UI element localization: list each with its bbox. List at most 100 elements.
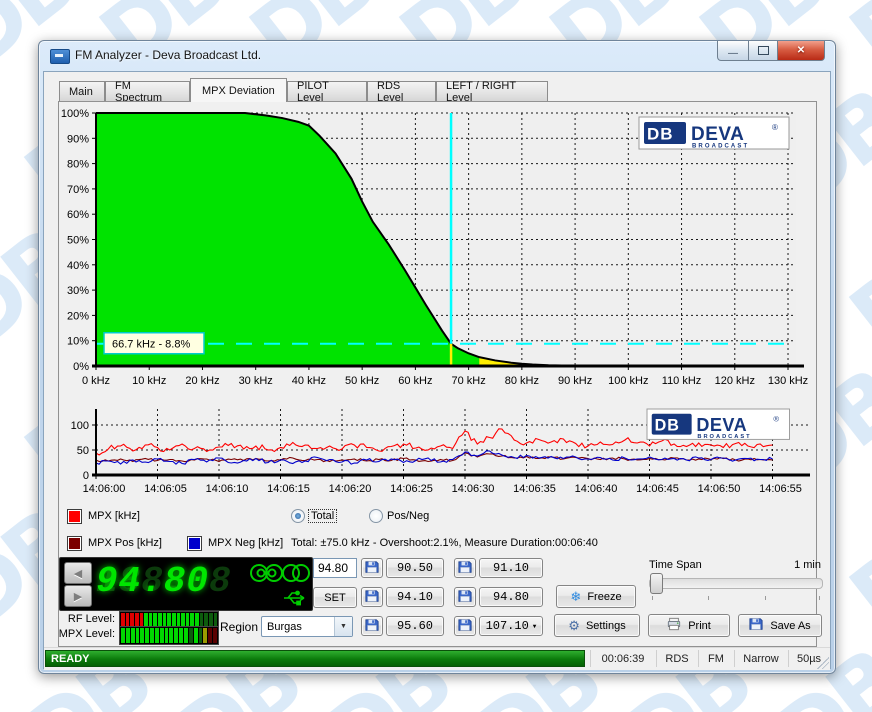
time-span-slider[interactable] xyxy=(649,578,823,589)
legend-swatch-mpx xyxy=(67,509,82,524)
status-bar: READY 00:06:39 RDS FM Narrow 50µs xyxy=(44,647,830,670)
svg-text:120 kHz: 120 kHz xyxy=(715,375,755,387)
level-segment xyxy=(121,613,125,628)
dropdown-arrow-icon[interactable]: ▼ xyxy=(334,617,352,636)
svg-text:®: ® xyxy=(772,123,778,132)
svg-text:60 kHz: 60 kHz xyxy=(398,375,432,387)
svg-text:®: ® xyxy=(773,414,779,423)
svg-text:14:06:50: 14:06:50 xyxy=(698,483,741,495)
rf-level-label: RF Level: xyxy=(67,613,115,625)
legend-swatch-mpx-pos xyxy=(67,536,82,551)
set-button[interactable]: SET xyxy=(313,587,357,608)
frequency-value: 94.80 xyxy=(96,561,210,602)
settings-button[interactable]: ⚙ Settings xyxy=(554,614,640,637)
print-button[interactable]: Print xyxy=(648,614,730,637)
level-segment xyxy=(171,613,176,628)
floppy-icon xyxy=(749,617,763,634)
resize-grip[interactable] xyxy=(817,657,829,669)
mpx-deviation-chart[interactable]: 0 kHz 10 kHz 20 kHz 30 kHz 40 kHz 50 kHz 60 kH… xyxy=(59,103,815,399)
svg-text:70 kHz: 70 kHz xyxy=(451,375,485,387)
level-segment xyxy=(199,613,204,628)
svg-text:DB: DB xyxy=(655,416,680,434)
tab-pilot-level[interactable]: PILOT Level xyxy=(287,80,367,104)
preset-5-button[interactable]: 95.60 xyxy=(386,616,444,636)
level-segment xyxy=(198,628,203,643)
radio-total-dot[interactable] xyxy=(291,509,305,523)
svg-text:14:06:55: 14:06:55 xyxy=(759,483,802,495)
tune-down-button[interactable]: ◀ xyxy=(64,562,92,584)
level-segment xyxy=(195,613,199,628)
level-segment xyxy=(144,613,148,628)
level-segment xyxy=(140,628,145,643)
tab-fm-spectrum[interactable]: FM Spectrum xyxy=(105,80,190,104)
tune-up-button[interactable]: ▶ xyxy=(64,585,92,607)
radio-total[interactable]: Total xyxy=(291,509,338,523)
maximize-button[interactable] xyxy=(749,41,778,61)
region-dropdown[interactable]: Burgas ▼ xyxy=(261,616,353,637)
save-preset-3-button[interactable] xyxy=(361,587,383,607)
tab-main[interactable]: Main xyxy=(59,81,105,101)
rf-level-meter xyxy=(119,611,219,630)
level-segment xyxy=(174,628,179,643)
level-segment xyxy=(188,628,193,643)
save-preset-5-button[interactable] xyxy=(361,616,383,636)
level-segment xyxy=(190,613,194,628)
level-segment xyxy=(145,628,150,643)
rds-icon xyxy=(250,564,283,582)
level-segment xyxy=(203,628,208,643)
tab-rds-level[interactable]: RDS Level xyxy=(367,80,436,104)
freeze-button[interactable]: ❄ Freeze xyxy=(556,585,636,608)
svg-text:100: 100 xyxy=(71,420,89,432)
save-preset-1-button[interactable] xyxy=(361,558,383,578)
legend-swatch-mpx-neg xyxy=(187,536,202,551)
ready-indicator: READY xyxy=(45,650,585,667)
left-arrow-icon: ◀ xyxy=(73,567,83,580)
measurement-summary: Total: ±75.0 kHz - Overshoot:2.1%, Measu… xyxy=(291,537,598,549)
close-button[interactable]: ✕ xyxy=(778,41,825,61)
deva-broadcast-logo: DB DEVA ® BROADCAST xyxy=(638,116,790,150)
save-preset-4-button[interactable] xyxy=(454,587,476,607)
level-segment xyxy=(154,628,159,643)
preset-2-button[interactable]: 91.10 xyxy=(479,558,543,578)
minimize-button[interactable]: — xyxy=(717,41,749,61)
svg-text:50 kHz: 50 kHz xyxy=(345,375,379,387)
mpx-level-label: MPX Level: xyxy=(58,628,115,640)
frequency-input[interactable]: 94.80 xyxy=(313,558,357,578)
time-span-value: 1 min xyxy=(794,559,821,571)
tab-mpx-deviation[interactable]: MPX Deviation xyxy=(190,78,287,102)
preset-6-button[interactable]: 107.10 ▼ xyxy=(479,616,543,636)
svg-text:14:06:45: 14:06:45 xyxy=(636,483,679,495)
preset-4-button[interactable]: 94.80 xyxy=(479,587,543,607)
svg-text:90%: 90% xyxy=(67,133,89,145)
svg-text:20%: 20% xyxy=(67,310,89,322)
snowflake-icon: ❄ xyxy=(570,588,582,604)
svg-text:100%: 100% xyxy=(61,108,89,120)
svg-text:30 kHz: 30 kHz xyxy=(239,375,273,387)
preset-3-button[interactable]: 94.10 xyxy=(386,587,444,607)
close-icon: ✕ xyxy=(796,45,806,56)
tab-left-right-level[interactable]: LEFT / RIGHT Level xyxy=(436,80,548,104)
radio-posneg[interactable]: Pos/Neg xyxy=(369,509,429,523)
printer-icon xyxy=(667,617,681,634)
save-preset-6-button[interactable] xyxy=(454,616,476,636)
radio-posneg-dot[interactable] xyxy=(369,509,383,523)
radio-total-label: Total xyxy=(307,509,338,523)
time-span-slider-thumb[interactable] xyxy=(650,573,663,594)
svg-text:14:06:15: 14:06:15 xyxy=(267,483,310,495)
svg-text:110 kHz: 110 kHz xyxy=(662,375,702,387)
preset-1-button[interactable]: 90.50 xyxy=(386,558,444,578)
svg-text:50%: 50% xyxy=(67,235,89,247)
level-segment xyxy=(204,613,208,628)
svg-text:14:06:30: 14:06:30 xyxy=(452,483,495,495)
save-as-button[interactable]: Save As xyxy=(738,614,822,637)
frequency-display: ◀ ▶ 188.88 94.80 xyxy=(59,557,313,611)
level-segment xyxy=(183,628,188,643)
save-preset-2-button[interactable] xyxy=(454,558,476,578)
seven-segment-display: 188.88 94.80 xyxy=(96,561,232,602)
title-bar[interactable]: FM Analyzer - Deva Broadcast Ltd. — ✕ xyxy=(39,41,835,71)
app-window: FM Analyzer - Deva Broadcast Ltd. — ✕ Ma… xyxy=(38,40,836,674)
legend-label-mpx-neg: MPX Neg [kHz] xyxy=(208,537,284,549)
minimize-icon: — xyxy=(728,48,738,59)
svg-text:50: 50 xyxy=(77,445,89,457)
svg-text:DEVA: DEVA xyxy=(696,415,747,435)
